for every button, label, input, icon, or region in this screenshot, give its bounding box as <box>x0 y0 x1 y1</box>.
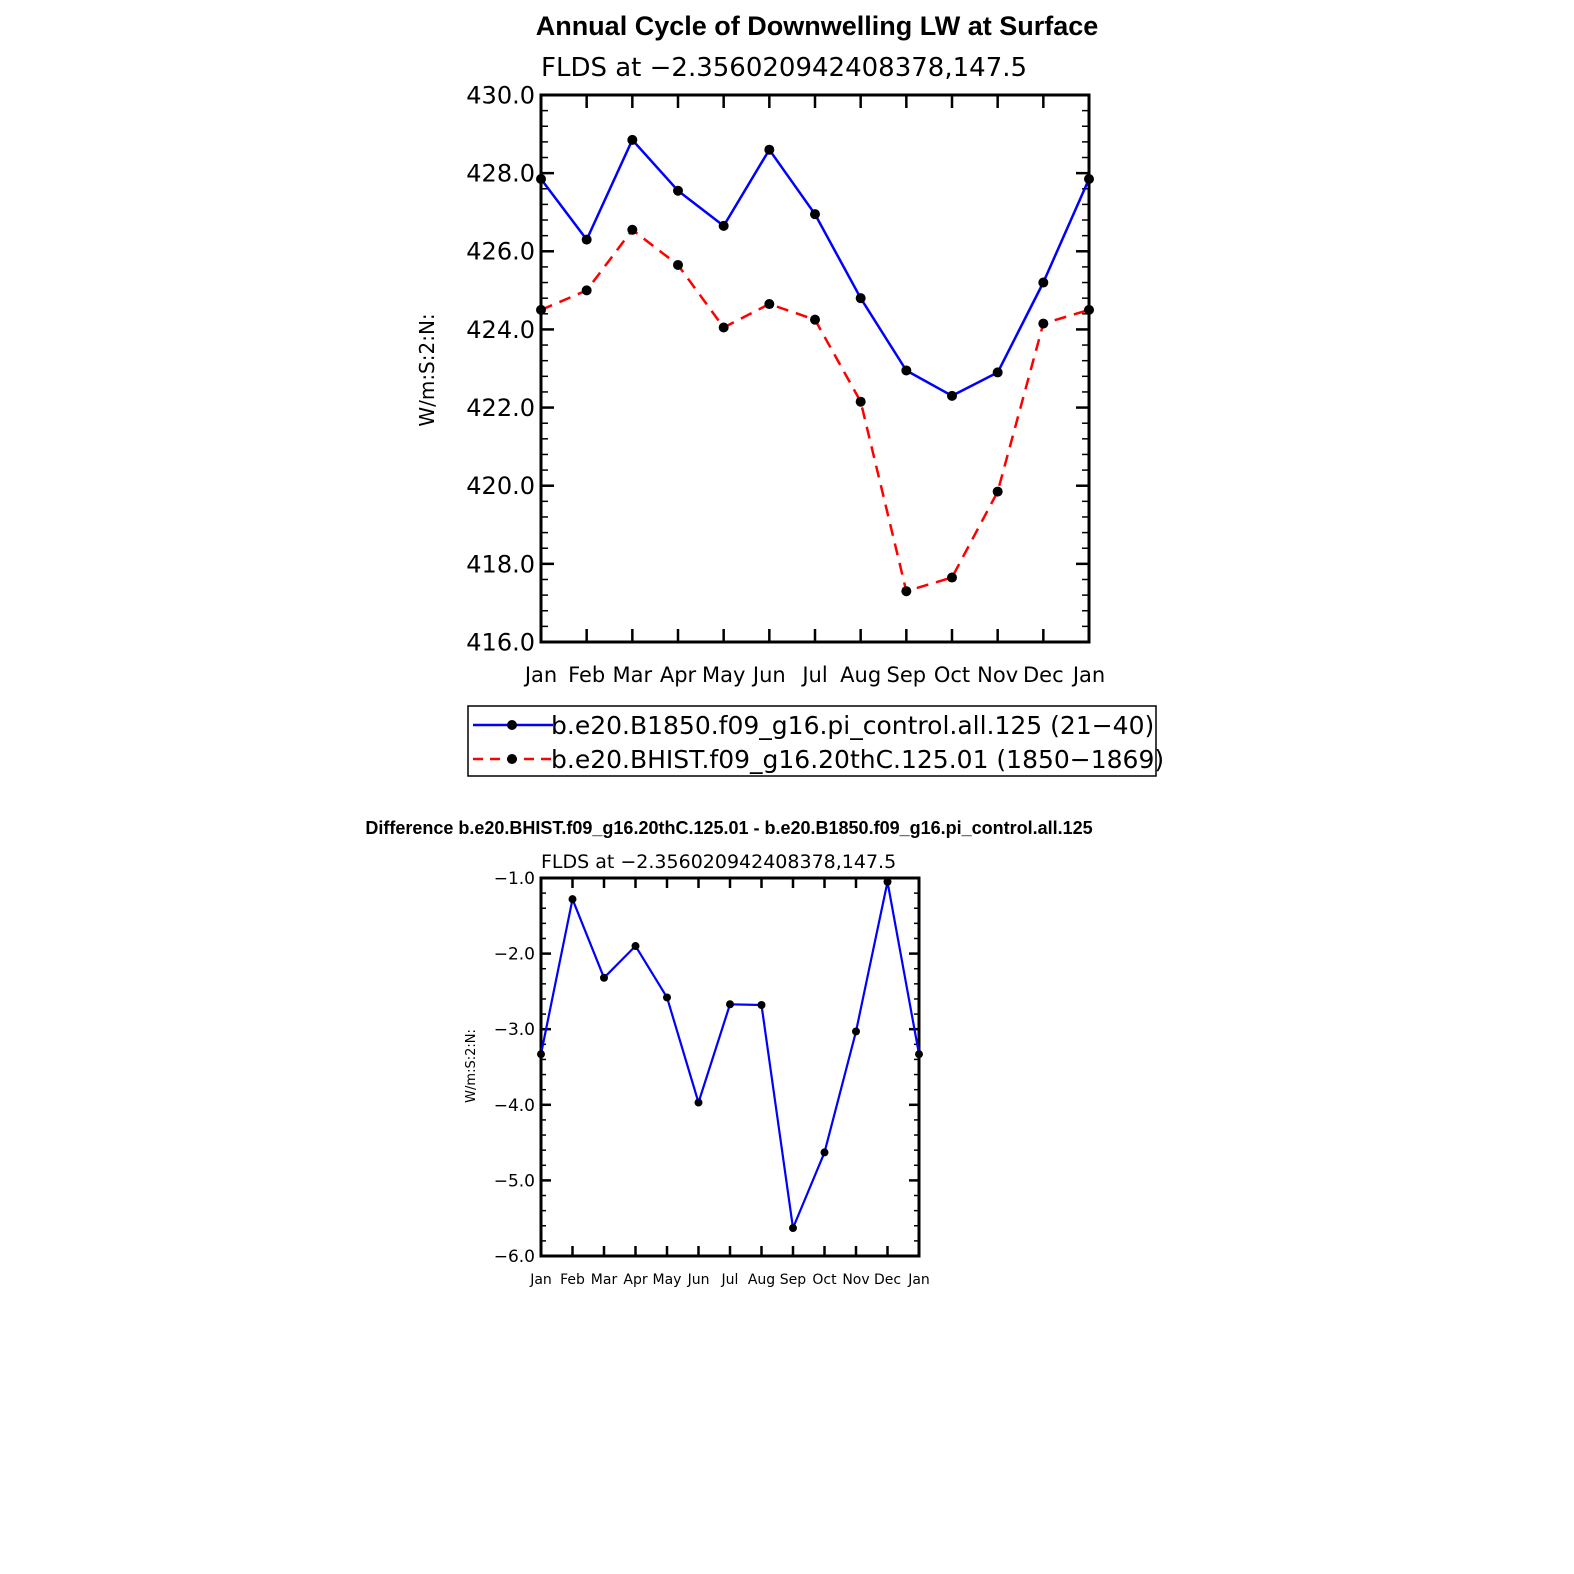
y-tick-label: 420.0 <box>466 472 535 500</box>
x-tick-label: Sep <box>887 663 927 687</box>
data-point <box>810 314 820 325</box>
data-point <box>947 390 957 401</box>
x-tick-label: Jan <box>907 1272 930 1288</box>
y-tick-label: 426.0 <box>466 238 535 266</box>
y-tick-label: −3.0 <box>494 1020 535 1040</box>
data-point <box>1038 318 1049 329</box>
data-point <box>536 304 546 315</box>
x-tick-label: Aug <box>748 1272 775 1288</box>
y-tick-label: 424.0 <box>466 316 535 344</box>
difference-y-axis-label: W/m:S:2:N: <box>464 1029 479 1103</box>
data-point <box>1038 277 1049 288</box>
y-tick-label: 430.0 <box>466 81 535 109</box>
y-tick-label: −2.0 <box>494 945 535 965</box>
x-tick-label: Jun <box>751 663 786 687</box>
series-line-0 <box>540 138 1091 398</box>
difference-plot-frame <box>539 876 921 1258</box>
data-point <box>1084 174 1094 185</box>
data-point <box>855 396 866 407</box>
y-tick-label: −5.0 <box>494 1171 535 1191</box>
data-point <box>718 220 729 231</box>
data-point <box>673 185 683 196</box>
x-tick-label: Jan <box>523 663 557 687</box>
x-tick-label: Jun <box>687 1272 710 1288</box>
difference-chart: Difference b.e20.BHIST.f09_g16.20thC.125… <box>365 818 1092 1288</box>
x-tick-label: May <box>702 663 745 687</box>
data-point <box>992 367 1003 378</box>
data-point <box>852 1027 860 1036</box>
x-tick-label: Apr <box>660 663 697 687</box>
y-tick-label: −1.0 <box>494 869 535 889</box>
y-tick-label: 416.0 <box>466 628 535 656</box>
series-line-1 <box>540 228 1090 593</box>
x-tick-label: Nov <box>977 663 1018 687</box>
data-point <box>631 942 640 951</box>
data-point <box>757 1001 766 1010</box>
data-point <box>855 293 866 304</box>
x-tick-label: Jan <box>529 1272 552 1288</box>
x-tick-label: Sep <box>780 1272 807 1288</box>
legend-label-control: b.e20.B1850.f09_g16.pi_control.all.125 (… <box>551 711 1154 740</box>
data-point <box>581 234 592 245</box>
plot-frame <box>539 93 1091 644</box>
x-tick-label: Oct <box>812 1272 837 1288</box>
legend-label-hist: b.e20.BHIST.f09_g16.20thC.125.01 (1850−1… <box>551 745 1164 774</box>
data-point <box>568 895 577 904</box>
data-point <box>537 1050 545 1059</box>
data-point <box>673 259 683 270</box>
x-tick-label: Apr <box>623 1272 647 1288</box>
data-point <box>820 1148 829 1157</box>
data-point <box>627 224 638 235</box>
x-tick-label: Nov <box>842 1272 869 1288</box>
series-line-0 <box>539 880 921 1230</box>
y-tick-label: −4.0 <box>494 1096 535 1116</box>
chart-subtitle: FLDS at −2.356020942408378,147.5 <box>541 53 1027 83</box>
data-point <box>718 322 729 333</box>
data-point <box>1084 304 1094 315</box>
legend-box <box>467 705 1157 777</box>
y-tick-label: 418.0 <box>466 550 535 578</box>
data-point <box>726 1000 734 1009</box>
x-tick-label: Jul <box>721 1272 739 1288</box>
data-point <box>789 1224 797 1233</box>
data-point <box>600 973 608 982</box>
x-tick-label: Dec <box>874 1272 901 1288</box>
data-point <box>663 993 671 1002</box>
data-point <box>764 144 775 155</box>
x-tick-label: Feb <box>568 663 605 687</box>
difference-subtitle: FLDS at −2.356020942408378,147.5 <box>541 851 896 873</box>
x-tick-label: Feb <box>560 1272 585 1288</box>
data-point <box>947 572 957 583</box>
legend-marker-control <box>507 720 517 730</box>
x-tick-label: Mar <box>591 1272 618 1288</box>
x-tick-label: Dec <box>1023 663 1064 687</box>
difference-title: Difference b.e20.BHIST.f09_g16.20thC.125… <box>365 818 1092 838</box>
data-point <box>810 209 820 220</box>
data-point <box>581 285 592 296</box>
x-tick-label: Jul <box>800 663 827 687</box>
data-point <box>694 1098 703 1107</box>
data-point <box>536 174 546 185</box>
data-point <box>915 1050 923 1059</box>
y-tick-label: 428.0 <box>466 160 535 188</box>
annual-cycle-chart: Annual Cycle of Downwelling LW at Surfac… <box>415 11 1164 777</box>
x-tick-label: Aug <box>840 663 881 687</box>
x-tick-label: May <box>653 1272 682 1288</box>
data-point <box>627 134 638 145</box>
chart-title: Annual Cycle of Downwelling LW at Surfac… <box>536 11 1099 41</box>
y-axis-label: W/m:S:2:N: <box>415 313 439 426</box>
x-tick-label: Mar <box>613 663 653 687</box>
data-point <box>992 486 1003 497</box>
data-point <box>764 299 775 310</box>
x-tick-label: Oct <box>934 663 970 687</box>
data-point <box>883 877 892 886</box>
y-tick-label: 422.0 <box>466 394 535 422</box>
y-tick-label: −6.0 <box>494 1247 535 1267</box>
data-point <box>901 365 912 376</box>
x-tick-label: Jan <box>1071 663 1105 687</box>
data-point <box>901 586 912 597</box>
legend: b.e20.B1850.f09_g16.pi_control.all.125 (… <box>467 705 1164 777</box>
legend-marker-hist <box>507 754 517 764</box>
